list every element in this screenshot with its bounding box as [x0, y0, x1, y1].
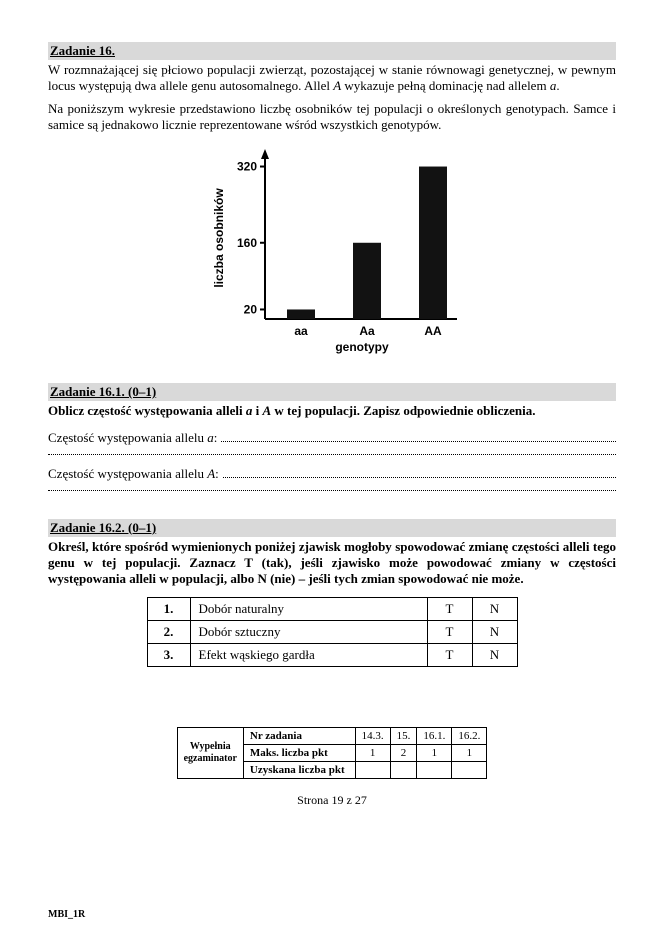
al-a-lbl-b: : — [214, 430, 218, 445]
svg-text:aa: aa — [294, 324, 308, 338]
svg-text:AA: AA — [424, 324, 442, 338]
al-A-lbl-b: : — [215, 466, 219, 481]
grade-side: Wypełnia egzaminator — [177, 728, 243, 779]
p1-text-c: . — [556, 78, 559, 93]
gc-1: 15. — [390, 728, 417, 745]
side2: egzaminator — [184, 753, 237, 764]
blank-line-2 — [48, 490, 616, 491]
task-16-header: Zadanie 16. — [48, 42, 616, 60]
gc-3: 16.2. — [452, 728, 487, 745]
gm-2: 1 — [417, 745, 452, 762]
tn-table: 1.Dobór naturalnyTN2.Dobór sztucznyTN3.E… — [147, 597, 518, 667]
row-n: N — [472, 598, 517, 621]
al-A-lbl-al: A — [207, 466, 215, 481]
dots — [221, 429, 616, 442]
al-A-lbl-a: Częstość występowania allelu — [48, 466, 207, 481]
gu-2 — [417, 762, 452, 779]
gu-1 — [390, 762, 417, 779]
row-n: N — [472, 644, 517, 667]
gm-1: 2 — [390, 745, 417, 762]
row-t: T — [427, 644, 472, 667]
task-16-paragraph-2: Na poniższym wykresie przedstawiono licz… — [48, 101, 616, 134]
answer-line-allele-a: Częstość występowania allelu a: — [48, 429, 616, 446]
gu-0 — [355, 762, 390, 779]
row-num: 3. — [147, 644, 190, 667]
side1: Wypełnia — [190, 741, 231, 752]
row-name: Efekt wąskiego gardła — [190, 644, 427, 667]
row-n: N — [472, 621, 517, 644]
p1-text-b: wykazuje pełną dominację nad allelem — [341, 78, 550, 93]
gc-2: 16.1. — [417, 728, 452, 745]
table-row: 1.Dobór naturalnyTN — [147, 598, 517, 621]
p1-allele-A: A — [333, 78, 341, 93]
t161-b: i — [252, 403, 262, 418]
svg-text:genotypy: genotypy — [335, 340, 389, 354]
row-name: Dobór sztuczny — [190, 621, 427, 644]
svg-text:320: 320 — [237, 160, 257, 174]
row-t: T — [427, 598, 472, 621]
page-footer: Strona 19 z 27 — [48, 793, 616, 808]
answer-line-allele-A: Częstość występowania allelu A: — [48, 465, 616, 482]
row-name: Dobór naturalny — [190, 598, 427, 621]
svg-text:160: 160 — [237, 236, 257, 250]
task-161-instruction: Oblicz częstość występowania alleli a i … — [48, 403, 616, 419]
table-row: 3.Efekt wąskiego gardłaTN — [147, 644, 517, 667]
t161-A-al: A — [262, 403, 271, 418]
table-row: 2.Dobór sztucznyTN — [147, 621, 517, 644]
dots — [223, 465, 616, 478]
blank-line-1 — [48, 454, 616, 455]
task-162-instruction: Określ, które spośród wymienionych poniż… — [48, 539, 616, 588]
task-161-header: Zadanie 16.1. (0–1) — [48, 383, 616, 401]
gm-3: 1 — [452, 745, 487, 762]
t161-a: Oblicz częstość występowania alleli — [48, 403, 246, 418]
row-num: 2. — [147, 621, 190, 644]
task-162-header: Zadanie 16.2. (0–1) — [48, 519, 616, 537]
genotype-chart: 20 160 320 aa Aa AA liczba osobników genotypy — [48, 147, 616, 357]
row-t: T — [427, 621, 472, 644]
grade-r3: Uzyskana liczba pkt — [243, 762, 355, 779]
row-num: 1. — [147, 598, 190, 621]
svg-text:20: 20 — [244, 302, 258, 316]
grade-table: Wypełnia egzaminator Nr zadania 14.3. 15… — [177, 727, 488, 779]
t161-c: w tej populacji. Zapisz odpowiednie obli… — [271, 403, 535, 418]
doc-code: MBI_1R — [48, 909, 85, 920]
svg-text:Aa: Aa — [359, 324, 375, 338]
gu-3 — [452, 762, 487, 779]
al-a-lbl-a: Częstość występowania allelu — [48, 430, 207, 445]
grade-r1: Nr zadania — [243, 728, 355, 745]
task-16-paragraph-1: W rozmnażającej się płciowo populacji zw… — [48, 62, 616, 95]
gc-0: 14.3. — [355, 728, 390, 745]
gm-0: 1 — [355, 745, 390, 762]
grade-r2: Maks. liczba pkt — [243, 745, 355, 762]
svg-text:liczba osobników: liczba osobników — [212, 188, 226, 288]
